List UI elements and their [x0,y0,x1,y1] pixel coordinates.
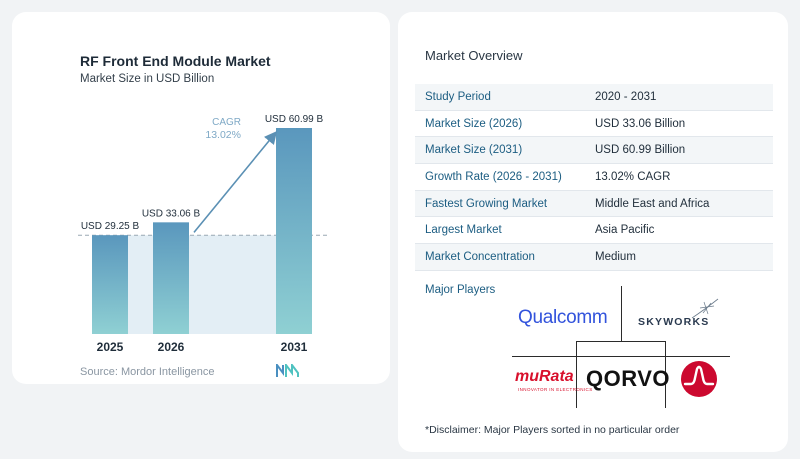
row-value: 13.02% CAGR [595,170,671,183]
mordor-logo-icon [276,364,299,377]
qorvo-logo: QORVO [586,366,671,391]
tick-label-2026: 2026 [158,340,185,354]
row-value: Asia Pacific [595,224,655,237]
overview-row: Market Size (2031) USD 60.99 Billion [415,137,773,165]
cagr-label: CAGR [212,117,241,128]
row-value: 2020 - 2031 [595,90,657,103]
overview-row: Growth Rate (2026 - 2031) 13.02% CAGR [415,164,773,191]
data-label-2025: USD 29.25 B [81,221,140,232]
chart-subtitle: Market Size in USD Billion [80,73,215,85]
overview-row: Fastest Growing Market Middle East and Af… [415,190,773,218]
row-label: Study Period [425,90,491,103]
tick-label-2031: 2031 [281,340,308,354]
divider [665,341,666,408]
divider [512,356,730,357]
cagr-value: 13.02% [205,129,241,141]
cagr-arrow [193,131,278,233]
divider [621,286,622,341]
row-value: Middle East and Africa [595,197,710,210]
tick-label-2025: 2025 [97,340,124,354]
row-value: USD 60.99 Billion [595,144,686,157]
overview-table: Study Period 2020 - 2031 Market Size (202… [415,84,773,271]
bar-2025 [92,235,128,334]
row-label: Market Concentration [425,250,535,263]
row-label: Market Size (2031) [425,144,523,157]
bar-2026 [153,222,189,334]
bar-2031 [276,128,312,334]
row-label: Largest Market [425,224,502,237]
overview-row: Market Size (2026) USD 33.06 Billion [415,111,773,138]
skyworks-logo: SKYWORKS [638,316,710,328]
murata-logo: muRata [515,368,574,385]
chart-title: RF Front End Module Market [80,53,271,69]
row-value: Medium [595,250,636,263]
row-label: Fastest Growing Market [425,197,548,210]
row-value: USD 33.06 Billion [595,117,686,130]
data-label-2031: USD 60.99 B [265,114,324,125]
skyworks-star-icon [691,298,719,319]
players-title: Major Players [425,284,496,296]
murata-tagline: INNOVATOR IN ELECTRONICS [518,387,593,392]
qualcomm-logo: Qualcomm [518,307,608,328]
divider [576,341,666,342]
overview-row: Largest Market Asia Pacific [415,217,773,245]
chart-source: Source: Mordor Intelligence [80,366,215,378]
bar-chart: USD 29.25 B 2025 USD 33.06 B 2026 USD 60.99 … [78,114,330,354]
row-label: Market Size (2026) [425,117,523,130]
row-label: Growth Rate (2026 - 2031) [425,170,562,183]
overview-row: Study Period 2020 - 2031 [415,84,773,111]
broadcom-logo-icon [681,361,717,397]
overview-row: Market Concentration Medium [415,244,773,271]
overview-title: Market Overview [425,48,523,63]
disclaimer: *Disclaimer: Major Players sorted in no … [425,424,680,436]
divider [576,341,577,408]
data-label-2026: USD 33.06 B [142,208,201,219]
